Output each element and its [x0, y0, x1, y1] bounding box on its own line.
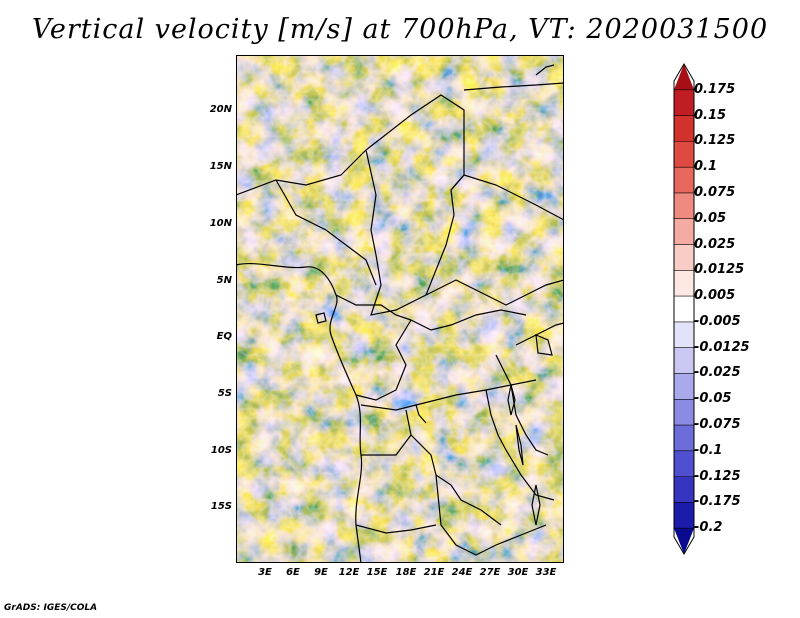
- lon-label: 27E: [479, 567, 501, 578]
- lon-label: 30E: [507, 567, 529, 578]
- colorbar-label: -0.125: [694, 468, 741, 484]
- lon-label: 18E: [395, 567, 417, 578]
- colorbar-label: -0.175: [694, 494, 741, 510]
- colorbar-cell: [674, 192, 694, 220]
- colorbar-cell: [674, 450, 694, 477]
- colorbar-label: 0.175: [694, 81, 736, 97]
- colorbar-bottom-triangle: [674, 528, 694, 554]
- lon-label: 33E: [535, 567, 557, 578]
- lat-label: 10S: [210, 445, 232, 456]
- colorbar-cell: [674, 373, 694, 400]
- lat-label: 5N: [216, 275, 232, 286]
- colorbar-cell: [674, 347, 694, 374]
- lon-label: 24E: [451, 567, 473, 578]
- colorbar-label: -0.05: [694, 391, 732, 407]
- velocity-field-map: [236, 55, 564, 563]
- lon-label: 15E: [366, 567, 388, 578]
- colorbar-cell: [674, 115, 694, 142]
- colorbar-cell: [674, 89, 694, 116]
- colorbar-cell: [674, 141, 694, 168]
- colorbar-cell: [674, 502, 694, 529]
- colorbar-label: 0.075: [694, 184, 736, 200]
- colorbar-label: -0.0125: [694, 339, 750, 355]
- lat-label: 15N: [209, 161, 232, 172]
- colorbar-cell: [674, 218, 694, 245]
- map-frame: [236, 55, 564, 563]
- colorbar-cell: [674, 167, 694, 194]
- colorbar-label: 0.0125: [694, 262, 745, 278]
- colorbar-label: 0.05: [694, 210, 727, 226]
- colorbar-label: -0.025: [694, 365, 741, 381]
- colorbar-label: -0.075: [694, 417, 741, 433]
- map-panel: [236, 55, 564, 563]
- colorbar-outline: [673, 63, 695, 555]
- colorbar-cell: [674, 399, 694, 426]
- lat-label: 15S: [210, 501, 232, 512]
- colorbar-cell: [674, 296, 694, 323]
- colorbar-label: -0.1: [694, 442, 723, 458]
- contour-texture: [236, 55, 564, 563]
- lat-label: EQ: [216, 331, 232, 342]
- plot-title: Vertical velocity [m/s] at 700hPa, VT: 2…: [31, 14, 769, 45]
- colorbar-label: -0.2: [694, 520, 723, 536]
- lon-label: 6E: [286, 567, 300, 578]
- colorbar-cell: [674, 425, 694, 452]
- country-borders: [236, 64, 564, 563]
- lat-label: 5S: [217, 388, 232, 399]
- colorbar-cell: [674, 270, 694, 297]
- colorbar-cell: [674, 321, 694, 348]
- credit-text: GrADS: IGES/COLA: [4, 603, 98, 613]
- lat-label: 10N: [209, 218, 232, 229]
- colorbar-label: 0.1: [694, 159, 718, 175]
- lon-label: 12E: [338, 567, 360, 578]
- colorbar-label: 0.005: [694, 288, 736, 304]
- colorbar-label: 0.15: [694, 107, 727, 123]
- colorbar-label: -0.005: [694, 313, 741, 329]
- colorbar-label: 0.125: [694, 133, 736, 149]
- colorbar-cell: [674, 476, 694, 503]
- colorbar: [673, 63, 695, 555]
- colorbar-label: 0.025: [694, 236, 736, 252]
- lon-label: 3E: [258, 567, 272, 578]
- lon-label: 21E: [423, 567, 445, 578]
- colorbar-cell: [674, 244, 694, 271]
- lat-label: 20N: [209, 104, 232, 115]
- lon-label: 9E: [314, 567, 328, 578]
- colorbar-top-triangle: [674, 64, 694, 90]
